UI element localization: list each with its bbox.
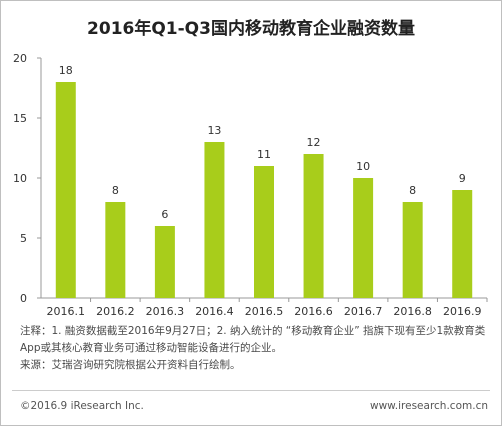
note-line-2: App或其核心教育业务可通过移动智能设备进行的企业。: [20, 342, 283, 354]
x-tick-label: 2016.5: [245, 305, 284, 318]
data-label: 6: [161, 208, 168, 221]
y-tick-label: 5: [20, 232, 27, 245]
data-label: 10: [356, 160, 370, 173]
data-label: 11: [257, 148, 271, 161]
x-tick-label: 2016.7: [344, 305, 383, 318]
x-tick-label: 2016.3: [146, 305, 185, 318]
data-label: 13: [207, 124, 221, 137]
data-labels: 18 8 6 13 11 12 10 8 9: [59, 64, 466, 221]
bar: [452, 190, 473, 298]
data-label: 8: [409, 184, 416, 197]
data-label: 12: [307, 136, 321, 149]
bar: [55, 82, 76, 298]
bar: [303, 154, 324, 298]
website-text: www.iresearch.com.cn: [369, 400, 488, 412]
source-line: 来源：艾瑞咨询研究院根据公开资料自行绘制。: [20, 359, 241, 371]
bar: [204, 142, 225, 298]
x-tick-label: 2016.4: [195, 305, 234, 318]
x-axis: 2016.1 2016.2 2016.3 2016.4 2016.5 2016.6 2016…: [41, 297, 488, 318]
y-tick-label: 10: [13, 172, 27, 185]
y-tick-label: 0: [20, 292, 27, 305]
y-axis: 0 5 10 15 20: [13, 52, 42, 305]
bar: [402, 202, 423, 298]
footer-divider: [12, 390, 490, 391]
x-tick-label: 2016.1: [47, 305, 86, 318]
copyright-text: ©2016.9 iResearch Inc.: [20, 400, 144, 412]
data-label: 8: [112, 184, 119, 197]
y-tick-label: 15: [13, 112, 27, 125]
chart-title: 2016年Q1-Q3国内移动教育企业融资数量: [87, 19, 415, 39]
x-tick-label: 2016.9: [443, 305, 482, 318]
chart-notes: 注释：1. 融资数据截至2016年9月27日；2. 纳入统计的 “移动教育企业”…: [20, 323, 490, 374]
data-label: 9: [459, 172, 466, 185]
bar: [254, 166, 274, 298]
bar: [105, 202, 126, 298]
x-tick-label: 2016.8: [393, 305, 432, 318]
bars: [55, 82, 473, 298]
bar: [154, 226, 175, 298]
data-label: 18: [59, 64, 73, 77]
note-line-1: 注释：1. 融资数据截至2016年9月27日；2. 纳入统计的 “移动教育企业”…: [20, 325, 486, 337]
bar: [353, 178, 374, 298]
x-tick-label: 2016.2: [96, 305, 135, 318]
x-tick-label: 2016.6: [294, 305, 333, 318]
y-tick-label: 20: [13, 52, 27, 65]
